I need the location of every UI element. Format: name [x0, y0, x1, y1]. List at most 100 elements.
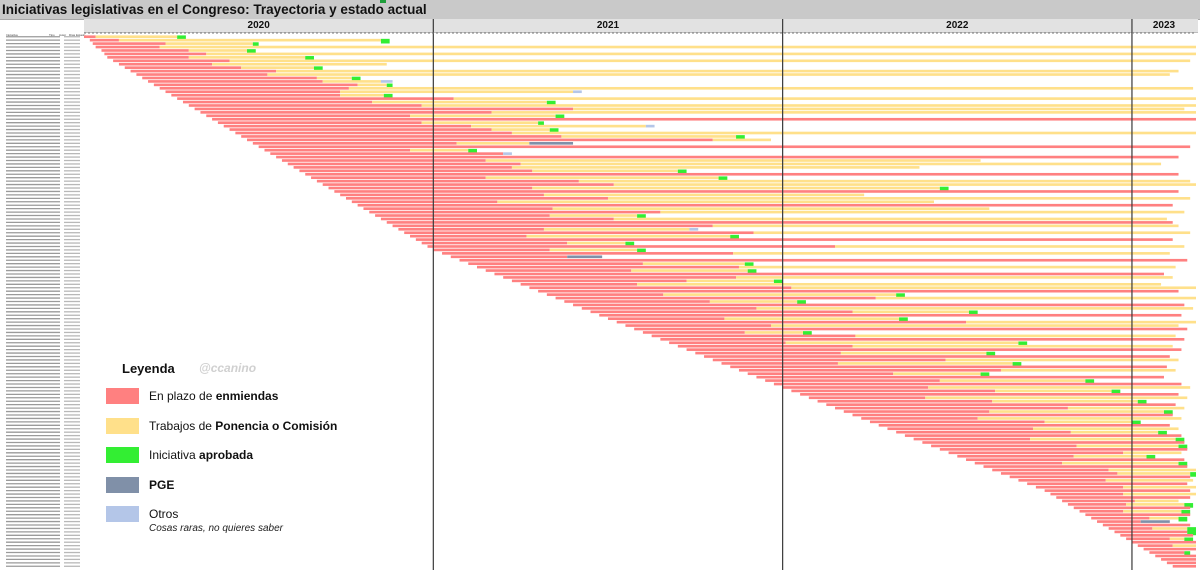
bar-segment-a: [1184, 551, 1191, 556]
bar-segment-p: [1073, 454, 1147, 458]
bar-segment-p: [840, 351, 987, 355]
bar-segment-e: [896, 430, 1071, 434]
bar-segment-p: [549, 214, 638, 217]
bar-segment-a: [386, 83, 393, 89]
bar-segment-a: [468, 148, 477, 154]
bar-segment-a: [1163, 410, 1173, 415]
top-marker: [380, 0, 386, 3]
bar-segment-p: [1108, 468, 1196, 472]
bar-segment-a: [1184, 537, 1194, 543]
legend-text: Iniciativa aprobada: [149, 448, 254, 462]
bar-segment-e: [171, 93, 341, 97]
bar-segment-a: [247, 49, 256, 54]
bar-segment-p: [875, 296, 1196, 300]
bar-segment-a: [718, 176, 728, 182]
bar-segment-p: [276, 69, 1179, 73]
bar-segment-p: [637, 282, 1162, 286]
bar-segment-a: [744, 262, 754, 267]
bar-segment-p: [1117, 472, 1191, 475]
bar-segment-e: [182, 100, 373, 104]
bar-segment-e: [287, 162, 521, 166]
bar-segment-p: [893, 372, 981, 376]
bar-segment-p: [485, 159, 981, 162]
bar-segment-e: [322, 183, 614, 186]
bar-segment-p: [744, 331, 804, 334]
bar-segment-a: [1111, 389, 1121, 395]
bar-segment-e: [363, 207, 553, 210]
bar-segment-e: [142, 76, 317, 80]
bar-segment-e: [704, 355, 1170, 358]
bar-segment-a: [549, 128, 559, 133]
bar-segment-e: [104, 52, 207, 56]
bar-segment-p: [607, 197, 1191, 200]
bar-segment-e: [939, 448, 1188, 451]
bar-segment-e: [721, 362, 838, 365]
bar-segment-e: [345, 197, 608, 200]
bar-segment-p: [95, 35, 178, 39]
bar-segment-e: [270, 152, 504, 155]
column-header: Días: [69, 33, 76, 37]
bar-segment-p: [1134, 499, 1179, 503]
bar-segment-e: [476, 265, 739, 269]
bar-segment-p: [241, 66, 314, 69]
column-header: Iniciativa: [6, 33, 18, 37]
bar-segment-e: [1108, 527, 1153, 530]
bar-segment-e: [212, 117, 1197, 121]
bar-segment-a: [313, 66, 323, 71]
bar-segment-e: [931, 444, 1077, 448]
bar-segment-a: [1085, 379, 1095, 384]
bar-segment-e: [546, 293, 664, 296]
bar-segment-a: [1146, 454, 1156, 460]
bar-segment-e: [113, 59, 230, 63]
bar-segment-e: [800, 393, 1179, 396]
bar-segment-p: [855, 334, 1176, 338]
bar-segment-e: [217, 121, 422, 125]
bar-segment-p: [410, 148, 469, 152]
bar-segment-e: [1027, 482, 1188, 486]
bar-segment-p: [573, 107, 1185, 111]
bar-segment-pg: [1140, 520, 1170, 523]
bar-segment-a: [980, 372, 990, 378]
bar-segment-e: [468, 262, 643, 265]
bar-segment-p: [753, 231, 1191, 235]
bar-segment-p: [1172, 544, 1196, 547]
bar-segment-e: [188, 104, 422, 107]
bar-segment-p: [733, 252, 1170, 255]
bar-segment-o: [573, 90, 582, 94]
bar-segment-e: [1143, 547, 1196, 551]
bar-segment-e: [159, 86, 349, 90]
bar-segment-a: [637, 214, 646, 219]
year-label-2023: 2023: [1152, 20, 1176, 31]
bar-segment-e: [852, 413, 1173, 417]
bar-segment-e: [130, 69, 277, 73]
column-header: Tipo: [49, 33, 55, 37]
bar-segment-a: [1184, 503, 1194, 508]
bar-segment-e: [84, 35, 96, 39]
chart-title: Iniciativas legislativas en el Congreso:…: [2, 2, 427, 17]
bar-segment-e: [1062, 499, 1135, 503]
bar-segment-e: [1166, 561, 1196, 565]
bar-segment-e: [1056, 496, 1191, 499]
bar-segment-p: [491, 128, 550, 131]
bar-segment-p: [372, 100, 547, 104]
bar-segment-a: [1175, 437, 1185, 443]
bar-segment-p: [118, 38, 381, 42]
bar-segment-e: [415, 238, 1173, 241]
bar-segment-p: [453, 97, 1196, 100]
bar-segment-a: [305, 56, 314, 61]
bar-segment-p: [549, 248, 638, 252]
bar-segment-p: [357, 83, 387, 87]
bar-segment-e: [92, 42, 166, 45]
bar-segment-a: [1178, 444, 1188, 450]
bar-segment-p: [613, 217, 1167, 221]
bar-segment-e: [485, 269, 632, 272]
year-label-2020: 2020: [247, 20, 270, 31]
legend-text: PGE: [149, 478, 175, 492]
bar-segment-p: [1070, 430, 1159, 434]
bar-segment-p: [852, 344, 1173, 348]
bar-segment-p: [552, 207, 990, 210]
bar-segment-e: [616, 320, 967, 324]
bar-segment-p: [709, 300, 798, 303]
bar-segment-p: [511, 131, 1196, 135]
bar-segment-e: [194, 107, 574, 111]
